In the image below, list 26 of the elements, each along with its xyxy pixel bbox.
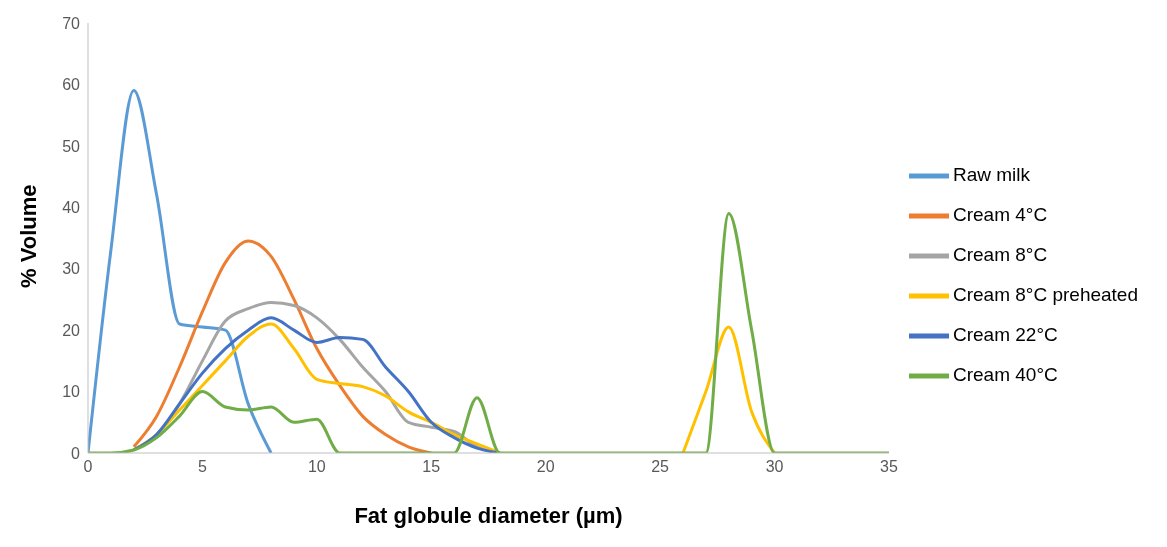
y-tick-label: 60 [62,76,81,94]
y-tick-label: 20 [62,321,81,339]
x-tick-label: 35 [880,458,898,476]
y-tick-label: 50 [62,137,81,155]
y-axis-title: % Volume [15,184,41,288]
y-tick-label: 30 [62,260,81,278]
x-tick-label: 30 [765,458,784,476]
legend-label: Cream 22°C [952,323,1058,345]
legend-label: Cream 8°C [952,243,1048,265]
x-tick-label: 15 [422,458,441,476]
legend-label: Cream 40°C [952,363,1058,385]
legend-label: Cream 4°C [952,203,1048,225]
line-series [132,239,433,453]
y-tick-label: 40 [62,198,81,216]
x-axis-title: Fat globule diameter (µm) [354,503,623,528]
legend-label: Cream 8°C preheated [952,283,1138,305]
legend-label: Raw milk [952,163,1031,185]
x-tick-label: 20 [536,458,555,476]
y-tick-label: 10 [62,383,81,401]
line-series [88,89,273,453]
x-tick-label: 25 [651,458,670,476]
y-tick-label: 0 [71,444,81,462]
x-tick-label: 10 [307,458,326,476]
y-tick-label: 70 [62,14,81,32]
x-tick-label: 0 [83,458,93,476]
x-tick-label: 5 [197,458,207,476]
